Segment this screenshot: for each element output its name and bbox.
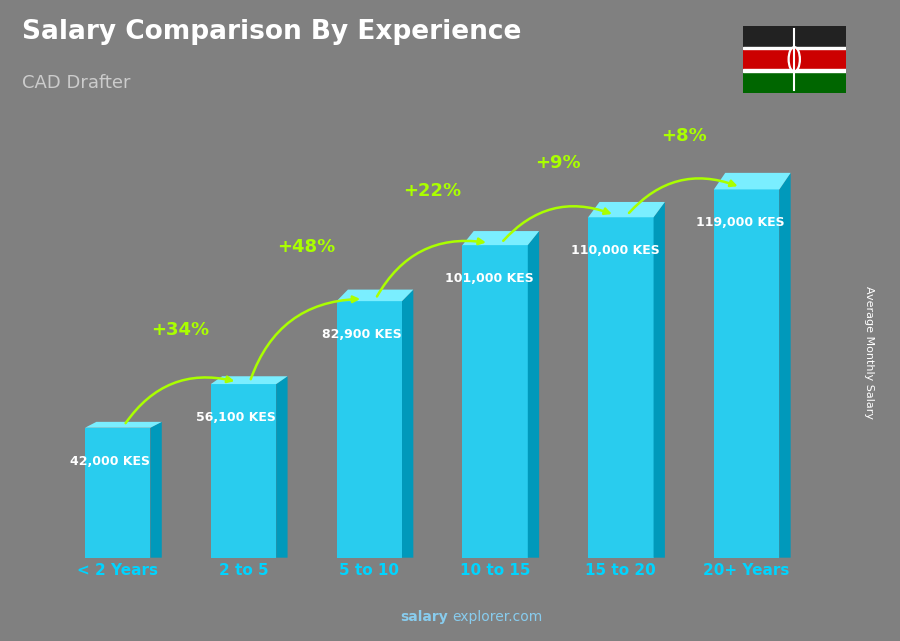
FancyBboxPatch shape bbox=[337, 301, 402, 558]
Text: 119,000 KES: 119,000 KES bbox=[697, 217, 785, 229]
Bar bbox=[742, 71, 846, 93]
Text: 101,000 KES: 101,000 KES bbox=[445, 272, 534, 285]
Polygon shape bbox=[276, 376, 288, 558]
Polygon shape bbox=[527, 231, 539, 558]
Text: explorer.com: explorer.com bbox=[452, 610, 542, 624]
Text: +48%: +48% bbox=[277, 238, 336, 256]
FancyBboxPatch shape bbox=[714, 190, 779, 558]
Polygon shape bbox=[337, 290, 413, 301]
Text: +34%: +34% bbox=[151, 321, 210, 339]
Text: CAD Drafter: CAD Drafter bbox=[22, 74, 131, 92]
Text: Salary Comparison By Experience: Salary Comparison By Experience bbox=[22, 19, 522, 46]
FancyBboxPatch shape bbox=[86, 428, 150, 558]
Polygon shape bbox=[589, 202, 665, 217]
Polygon shape bbox=[714, 173, 791, 190]
Text: 110,000 KES: 110,000 KES bbox=[571, 244, 660, 257]
FancyBboxPatch shape bbox=[211, 384, 276, 558]
Ellipse shape bbox=[790, 49, 798, 69]
Text: Average Monthly Salary: Average Monthly Salary bbox=[863, 286, 874, 419]
FancyBboxPatch shape bbox=[589, 217, 653, 558]
Polygon shape bbox=[779, 173, 791, 558]
Bar bbox=[742, 69, 846, 72]
Text: 42,000 KES: 42,000 KES bbox=[70, 454, 150, 468]
Text: 56,100 KES: 56,100 KES bbox=[195, 411, 275, 424]
Text: +9%: +9% bbox=[536, 154, 580, 172]
Text: 82,900 KES: 82,900 KES bbox=[321, 328, 401, 341]
Polygon shape bbox=[402, 290, 413, 558]
Text: +8%: +8% bbox=[661, 126, 707, 145]
Text: salary: salary bbox=[400, 610, 448, 624]
Polygon shape bbox=[150, 422, 162, 558]
Bar bbox=[742, 26, 846, 47]
Polygon shape bbox=[653, 202, 665, 558]
Polygon shape bbox=[463, 231, 539, 245]
Polygon shape bbox=[211, 376, 288, 384]
Polygon shape bbox=[86, 422, 162, 428]
Text: +22%: +22% bbox=[403, 182, 462, 200]
Bar bbox=[742, 47, 846, 71]
Bar bbox=[742, 47, 846, 49]
Ellipse shape bbox=[788, 47, 800, 72]
FancyBboxPatch shape bbox=[463, 245, 527, 558]
